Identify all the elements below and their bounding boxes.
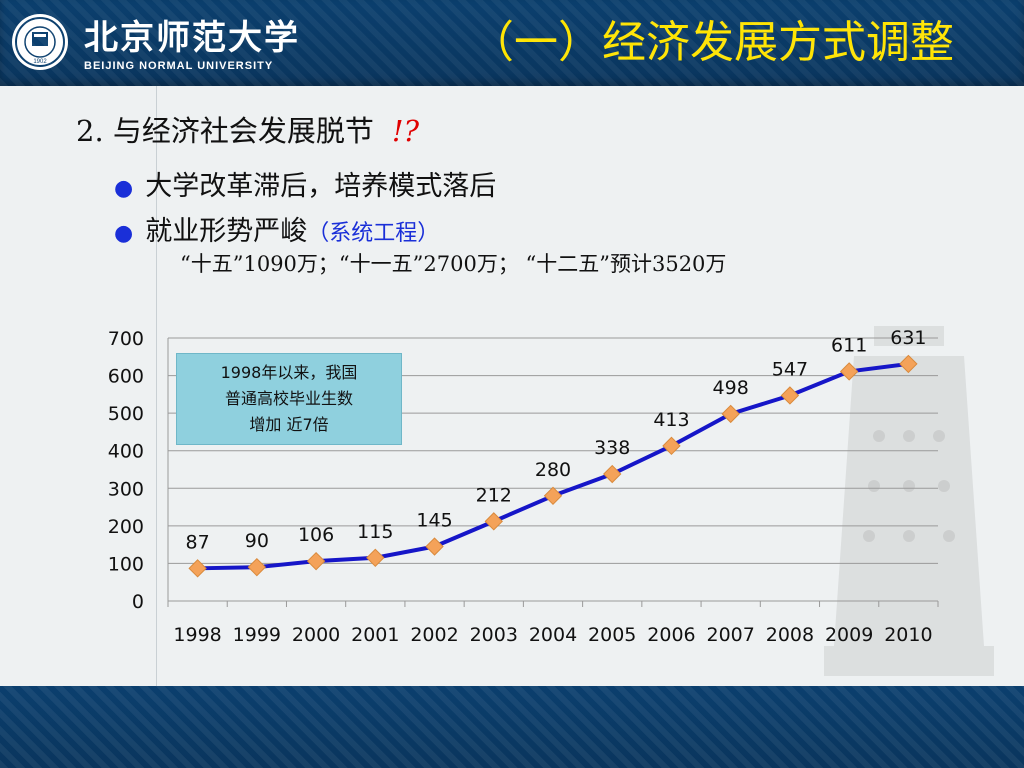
x-tick-label: 2003 bbox=[470, 624, 518, 646]
data-label: 145 bbox=[416, 510, 452, 532]
x-tick-label: 2010 bbox=[884, 624, 932, 646]
data-label: 90 bbox=[245, 530, 269, 552]
y-tick-label: 400 bbox=[108, 441, 144, 463]
graduates-line-chart: 0 100 200 300 400 500 600 700 1998 1999 2000 2001 2… bbox=[108, 327, 939, 646]
data-label: 280 bbox=[535, 459, 571, 481]
data-point bbox=[543, 486, 563, 505]
y-tick-label: 100 bbox=[108, 553, 144, 575]
data-point bbox=[366, 548, 385, 567]
data-label: 87 bbox=[186, 531, 210, 553]
data-label: 106 bbox=[298, 524, 334, 546]
slide-content: 2. 与经济社会发展脱节!? ● 大学改革滞后，培养模式落后 ● 就业形势严峻（系统… bbox=[0, 86, 1024, 686]
y-tick-label: 0 bbox=[132, 591, 144, 613]
callout-line: 1998年以来，我国 bbox=[220, 363, 358, 382]
data-point bbox=[603, 464, 622, 484]
data-point bbox=[899, 354, 918, 374]
x-tick-label: 2008 bbox=[766, 624, 814, 646]
x-tick-label: 2002 bbox=[410, 624, 458, 646]
university-name: 北京师范大学 bbox=[84, 18, 300, 58]
data-point bbox=[425, 537, 444, 556]
callout-line: 增加 近7倍 bbox=[249, 415, 329, 434]
section-heading: 2. 与经济社会发展脱节!? bbox=[76, 108, 419, 150]
bullet-item: ● 就业形势严峻（系统工程） bbox=[114, 209, 439, 248]
x-tick-label: 2004 bbox=[529, 624, 577, 646]
y-tick-label: 300 bbox=[108, 478, 144, 500]
data-point bbox=[188, 559, 207, 578]
data-label: 611 bbox=[831, 334, 867, 356]
data-point bbox=[721, 404, 740, 424]
x-tick-label: 2007 bbox=[707, 624, 755, 646]
header-bar: 1902 北京师范大学 BEIJING NORMAL UNIVERSITY （一… bbox=[0, 0, 1024, 86]
callout-box: 1998年以来，我国 普通高校毕业生数 增加 近7倍 bbox=[176, 353, 402, 445]
bullet-dot-icon: ● bbox=[114, 221, 134, 246]
x-tick-label: 2006 bbox=[647, 624, 695, 646]
data-point bbox=[247, 557, 267, 577]
y-tick-label: 700 bbox=[108, 328, 144, 350]
seal-year: 1902 bbox=[33, 59, 47, 65]
bullet-text: 大学改革滞后，培养模式落后 bbox=[145, 171, 497, 202]
data-label: 338 bbox=[594, 437, 630, 459]
data-point bbox=[839, 362, 859, 381]
data-point bbox=[662, 436, 681, 456]
section-heading-text: 2. 与经济社会发展脱节 bbox=[76, 114, 374, 148]
callout-line: 普通高校毕业生数 bbox=[224, 389, 353, 408]
data-label: 212 bbox=[476, 484, 512, 506]
bullet-subtext: （系统工程） bbox=[307, 221, 440, 246]
y-tick-label: 600 bbox=[108, 366, 144, 388]
university-name-en: BEIJING NORMAL UNIVERSITY bbox=[84, 60, 274, 72]
y-tick-label: 500 bbox=[108, 403, 144, 425]
bullet-text: 就业形势严峻 bbox=[145, 216, 308, 247]
x-tick-label: 2005 bbox=[588, 624, 636, 646]
x-tick-label: 1999 bbox=[233, 624, 281, 646]
bullet-item: ● 大学改革滞后，培养模式落后 bbox=[114, 164, 496, 203]
slide-title: （一）经济发展方式调整 bbox=[470, 17, 954, 68]
data-label: 115 bbox=[357, 521, 393, 543]
data-label: 413 bbox=[653, 409, 689, 431]
data-label: 631 bbox=[890, 327, 926, 349]
data-point bbox=[306, 551, 326, 571]
footer-bar bbox=[0, 686, 1024, 768]
data-label: 547 bbox=[772, 358, 808, 380]
bullet-dot-icon: ● bbox=[114, 176, 134, 201]
data-point bbox=[484, 512, 503, 531]
university-seal-icon: 1902 bbox=[12, 14, 68, 70]
x-tick-label: 2000 bbox=[292, 624, 340, 646]
data-point bbox=[780, 386, 800, 405]
heading-emphasis: !? bbox=[391, 114, 420, 148]
data-label: 498 bbox=[713, 377, 749, 399]
x-tick-label: 2001 bbox=[351, 624, 399, 646]
y-tick-label: 200 bbox=[108, 516, 144, 538]
bell-watermark-icon bbox=[824, 326, 994, 676]
divider-line bbox=[156, 86, 157, 686]
x-tick-label: 2009 bbox=[825, 624, 873, 646]
stats-line: “十五”1090万；“十一五”2700万； “十二五”预计3520万 bbox=[180, 252, 727, 276]
x-tick-label: 1998 bbox=[173, 624, 221, 646]
